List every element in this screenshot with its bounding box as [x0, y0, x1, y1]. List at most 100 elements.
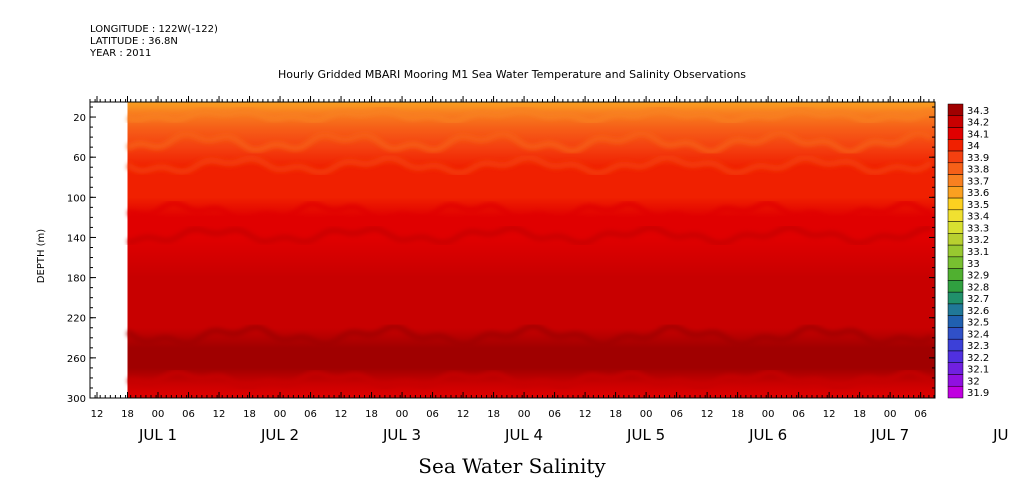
isoline-band-5 [125, 323, 934, 349]
x-tick-label: 18 [365, 409, 378, 420]
colorbar-label: 33.7 [967, 176, 989, 187]
colorbar-label: 32.6 [967, 306, 989, 317]
isoline-band-3 [127, 199, 933, 225]
colorbar-label: 32.4 [967, 329, 989, 340]
x-tick-label: 12 [579, 409, 592, 420]
x-day-label: JUL 7 [870, 426, 909, 444]
isoline-band-4 [126, 224, 932, 247]
colorbar-swatch [947, 197, 964, 211]
colorbar-swatch [947, 127, 964, 140]
x-day-label: JUL 8 [992, 426, 1009, 444]
colorbar-swatch [947, 280, 964, 293]
colorbar-swatch [947, 374, 964, 387]
colorbar-swatch [947, 385, 964, 399]
x-tick-label: 00 [396, 409, 409, 420]
colorbar-label: 33.1 [967, 247, 989, 258]
y-tick-label: 180 [67, 274, 86, 285]
colorbar-label: 33.8 [967, 165, 989, 176]
colorbar-swatch [947, 150, 964, 164]
y-tick-label: 140 [67, 233, 86, 244]
colorbar-label: 32.9 [967, 271, 989, 282]
colorbar-label: 32.8 [967, 282, 989, 293]
colorbar-swatch [947, 186, 964, 199]
colorbar-swatch [947, 174, 964, 187]
x-tick-label: 18 [243, 409, 256, 420]
x-day-label: JUL 4 [504, 426, 543, 444]
colorbar-label: 34.2 [967, 118, 989, 129]
x-axis: 12 18 00 06 12 18 00 06 12 18 00 06 12 18 00 06 12 18 00 06… [89, 96, 1009, 444]
x-tick-label: 06 [182, 409, 195, 420]
longitude-label: LONGITUDE : 122W(-122) [90, 24, 218, 35]
colorbar-swatch [947, 221, 964, 234]
y-tick-label: 100 [67, 193, 86, 204]
x-tick-label: 18 [609, 409, 622, 420]
colorbar-swatch [947, 162, 964, 175]
colorbar-swatch [947, 291, 964, 305]
colorbar-swatch [947, 244, 964, 258]
colorbar-swatch [947, 362, 964, 375]
x-day-label: JUL 2 [260, 426, 299, 444]
x-tick-label: 00 [884, 409, 897, 420]
colorbar-label: 32.5 [967, 318, 989, 329]
isoline-band-6 [127, 368, 933, 391]
colorbar-swatch [947, 350, 964, 363]
y-tick-label: 300 [67, 394, 86, 405]
x-tick-label: 06 [792, 409, 805, 420]
colorbar-swatch [947, 115, 964, 128]
colorbar-swatch [947, 209, 964, 222]
x-day-label: JUL 5 [626, 426, 665, 444]
chart-title: Hourly Gridded MBARI Mooring M1 Sea Wate… [277, 68, 747, 81]
x-tick-label: 18 [487, 409, 500, 420]
x-axis-label: Sea Water Salinity [418, 454, 606, 478]
colorbar-swatch [947, 256, 964, 269]
colorbar-label: 33 [967, 259, 980, 270]
x-day-label: JUL 3 [382, 426, 421, 444]
y-tick-label: 220 [67, 314, 86, 325]
x-tick-label: 06 [914, 409, 927, 420]
x-tick-label: 12 [91, 409, 104, 420]
x-tick-label: 06 [548, 409, 561, 420]
colorbar-label: 33.5 [967, 200, 989, 211]
x-tick-label: 18 [731, 409, 744, 420]
y-tick-label: 20 [73, 113, 86, 124]
x-tick-label: 00 [518, 409, 531, 420]
y-axis: 20 60 100 140 180 220 260 300 [67, 106, 935, 405]
x-tick-label: 00 [640, 409, 653, 420]
colorbar-label: 32.3 [967, 341, 989, 352]
colorbar-swatch [947, 139, 964, 152]
x-day-label: JUL 6 [748, 426, 787, 444]
colorbar-label: 32.2 [967, 353, 989, 364]
colorbar-label: 33.6 [967, 188, 989, 199]
y-tick-label: 60 [73, 153, 86, 164]
colorbar-label: 32.7 [967, 294, 989, 305]
colorbar-label: 34.1 [967, 129, 989, 140]
y-tick-label: 260 [67, 354, 86, 365]
x-tick-label: 12 [213, 409, 226, 420]
colorbar-label: 32.1 [967, 365, 989, 376]
plot-area [89, 101, 936, 399]
isoline-band-0 [126, 105, 933, 125]
colorbar-swatch [947, 338, 964, 352]
x-tick-label: 18 [853, 409, 866, 420]
colorbar-swatch [947, 233, 964, 246]
colorbar-label: 33.4 [967, 212, 989, 223]
colorbar-swatch [947, 103, 964, 117]
x-tick-label: 00 [152, 409, 165, 420]
colorbar-swatch [947, 303, 964, 316]
colorbar-label: 31.9 [967, 388, 989, 399]
x-tick-label: 00 [274, 409, 287, 420]
x-day-label: JUL 1 [138, 426, 177, 444]
colorbar-label: 32 [967, 376, 980, 387]
x-tick-label: 18 [121, 409, 134, 420]
colorbar-label: 33.2 [967, 235, 989, 246]
x-tick-label: 06 [304, 409, 317, 420]
x-tick-label: 12 [823, 409, 836, 420]
year-label: YEAR : 2011 [90, 48, 152, 59]
colorbar-label: 33.3 [967, 223, 989, 234]
isoline-band-2 [126, 154, 934, 177]
colorbar-swatch [947, 327, 964, 340]
x-tick-label: 12 [701, 409, 714, 420]
colorbar-swatch [947, 268, 964, 281]
x-tick-label: 12 [335, 409, 348, 420]
